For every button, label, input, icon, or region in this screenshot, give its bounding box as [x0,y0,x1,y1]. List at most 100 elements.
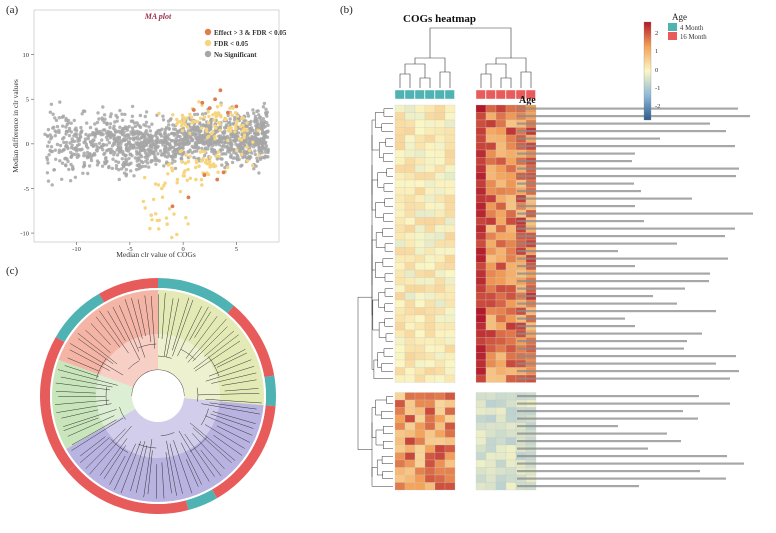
tree-branch [69,349,110,371]
heatmap-cell [414,392,426,401]
heatmap-cell [414,322,426,331]
ma-point-fdr [153,182,158,186]
heatmap-row-label [517,107,738,110]
heatmap-cell [424,482,436,491]
heatmap-cell [434,232,446,241]
tree-branch [194,311,212,338]
ma-point-nonsig [198,140,202,144]
heatmap-cell [394,292,406,301]
ma-point-nonsig [150,159,154,163]
ma-point-fdr [233,111,238,115]
heatmap-cell [434,414,446,423]
tree-branch [99,438,128,476]
ma-point-fdr [141,199,146,204]
ma-point-nonsig [197,156,201,161]
heatmap-cell [414,112,426,121]
heatmap-cell [475,322,487,331]
heatmap-row-label [517,182,634,185]
ma-point-nonsig [249,119,253,124]
ma-point-fdr [186,159,191,164]
heatmap-cell [444,202,456,211]
heatmap-cell [414,179,426,188]
ma-point-effect [191,108,196,112]
row-dendrogram-branch [385,138,393,147]
tree-clade-arc [110,438,129,453]
heatmap-row-label [517,265,635,268]
ma-point-fdr [175,181,179,185]
tree-branch [55,382,111,391]
ma-point-fdr [217,121,221,125]
ma-point-nonsig [101,128,106,132]
heatmap-cell [475,149,487,158]
ma-point-nonsig [237,157,241,162]
row-dendrogram-branch [384,273,393,282]
tree-clade-arc [160,432,175,437]
ma-point-nonsig [62,135,66,140]
ma-point-nonsig [108,122,113,126]
heatmap-cell [414,407,426,416]
ma-point-nonsig [122,171,127,175]
heatmap-cell [444,452,456,461]
ma-point-nonsig [173,159,177,163]
ma-point-nonsig [101,132,105,137]
heatmap-cell [404,179,416,188]
heatmap-cell [495,422,507,431]
heatmap-cell [394,399,406,408]
heatmap-cell [495,104,507,113]
ma-point-fdr [226,165,230,169]
heatmap-cell [444,247,456,256]
tree-branch [114,443,136,491]
heatmap-cell [505,367,517,376]
heatmap-cell [414,467,426,476]
ma-point-nonsig [192,131,197,135]
heatmap-row-label [517,440,681,443]
panel-label-b: (b) [340,4,353,16]
ma-point-nonsig [253,120,257,124]
ma-point-fdr [156,183,161,187]
heatmap-cell [414,127,426,136]
tree-branch [212,411,256,424]
ma-point-nonsig [190,138,194,143]
row-dendrogram-branch [386,168,393,177]
heatmap-row-label [517,410,683,413]
heatmap-cell [424,202,436,211]
ma-point-fdr [194,165,198,170]
tree-branch [165,452,172,494]
row-dendrogram-branch [375,262,385,278]
ma-point-fdr [180,160,184,164]
age-annotation-cell [485,89,496,100]
tree-branch [192,326,228,362]
heatmap-cell [404,262,416,271]
ma-point-fdr [180,121,184,126]
heatmap-cell [475,224,487,233]
ma-point-nonsig [52,168,56,172]
heatmap-cell [434,299,446,308]
heatmap-cell [495,399,507,408]
ma-point-nonsig [195,149,199,153]
heatmap-cell [495,217,507,226]
tree-branch [77,338,114,365]
heatmap-cell [394,284,406,293]
heatmap-cell [444,149,456,158]
heatmap-cell [404,307,416,316]
ma-point-nonsig [48,148,52,153]
ma-plot: MA plot -10 -5 0 5 -10 -5 0 5 10 Median clr valu… [11,9,287,259]
tree-clade-sector [158,290,264,406]
tree-branch [211,372,257,384]
tree-branch [194,340,241,372]
tree-branch [95,316,121,348]
ma-point-nonsig [132,174,136,178]
ma-point-effect [218,88,223,93]
tree-branch [71,419,117,446]
tree-outer-ring [39,278,276,514]
ma-point-fdr [256,128,260,133]
ma-point-nonsig [161,143,165,147]
heatmap-cell [505,467,517,476]
heatmap-cell [475,367,487,376]
ma-point-nonsig [71,167,75,171]
heatmap-cell [424,134,436,143]
age-annotation-cell [475,89,486,100]
heatmap-row-label [517,160,632,163]
heatmap-cell [404,482,416,491]
ma-point-fdr [200,149,204,153]
